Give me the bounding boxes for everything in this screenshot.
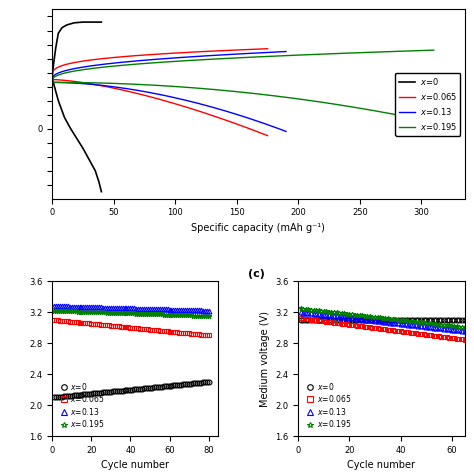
$x$=0.065 xyxy=(51,317,57,323)
$x$=0.065 xyxy=(438,334,444,339)
$x$=0 xyxy=(346,317,352,323)
$x$=0.13 xyxy=(51,303,57,309)
$x$=0.195 xyxy=(157,311,163,317)
$x$=0.195 xyxy=(188,313,194,319)
$x$=0.065 xyxy=(188,331,194,337)
$x$=0.065 xyxy=(298,316,304,321)
Line: $x$=0.065: $x$=0.065 xyxy=(298,316,467,342)
$x$=0.065 xyxy=(206,333,211,338)
$x$=0.195 xyxy=(143,311,149,317)
Line: $x$=0: $x$=0 xyxy=(298,318,467,322)
$x$=0.195 xyxy=(456,324,462,329)
Legend: $x$=0, $x$=0.065, $x$=0.13, $x$=0.195: $x$=0, $x$=0.065, $x$=0.13, $x$=0.195 xyxy=(302,378,354,432)
$x$=0.195 xyxy=(367,313,373,319)
$x$=0.13 xyxy=(438,326,444,331)
$x$=0.065 xyxy=(120,324,126,330)
$x$=0 xyxy=(188,381,194,386)
$x$=0.13 xyxy=(157,306,163,312)
$x$=0.195 xyxy=(438,322,444,328)
$x$=0.195 xyxy=(298,306,304,311)
Line: $x$=0.065: $x$=0.065 xyxy=(52,318,211,338)
Line: $x$=0.13: $x$=0.13 xyxy=(298,310,467,334)
$x$=0 xyxy=(298,317,304,323)
$x$=0.065 xyxy=(462,337,467,343)
$x$=0.065 xyxy=(367,325,373,330)
$x$=0.065 xyxy=(157,328,163,333)
$x$=0 xyxy=(143,385,149,391)
$x$=0 xyxy=(120,388,126,393)
$x$=0 xyxy=(145,385,151,391)
$x$=0 xyxy=(438,317,444,323)
$x$=0.13 xyxy=(346,315,352,320)
Text: (c): (c) xyxy=(248,269,265,279)
$x$=0.065 xyxy=(337,320,342,326)
$x$=0.13 xyxy=(188,307,194,313)
$x$=0.195 xyxy=(51,308,57,313)
Line: $x$=0.195: $x$=0.195 xyxy=(298,306,467,329)
$x$=0.065 xyxy=(346,322,352,328)
$x$=0.065 xyxy=(143,326,149,332)
$x$=0.13 xyxy=(298,310,304,315)
$x$=0 xyxy=(367,317,373,323)
$x$=0.195 xyxy=(206,313,211,319)
Line: $x$=0.13: $x$=0.13 xyxy=(52,304,211,313)
$x$=0.13 xyxy=(462,328,467,334)
$x$=0.195 xyxy=(383,315,388,321)
$x$=0.13 xyxy=(143,306,149,311)
$x$=0.13 xyxy=(151,306,157,312)
$x$=0 xyxy=(456,317,462,323)
$x$=0 xyxy=(337,317,342,323)
$x$=0.195 xyxy=(462,324,467,330)
X-axis label: Cycle number: Cycle number xyxy=(347,460,415,470)
Legend: $x$=0, $x$=0.065, $x$=0.13, $x$=0.195: $x$=0, $x$=0.065, $x$=0.13, $x$=0.195 xyxy=(56,378,108,432)
Y-axis label: Medium voltage (V): Medium voltage (V) xyxy=(260,310,270,407)
$x$=0.13 xyxy=(337,314,342,319)
$x$=0.195 xyxy=(337,310,342,316)
X-axis label: Specific capacity (mAh g⁻¹): Specific capacity (mAh g⁻¹) xyxy=(191,223,325,233)
$x$=0.13 xyxy=(120,305,126,311)
$x$=0.065 xyxy=(151,327,157,333)
$x$=0 xyxy=(206,379,211,385)
$x$=0.13 xyxy=(367,317,373,323)
$x$=0.13 xyxy=(206,308,211,313)
X-axis label: Cycle number: Cycle number xyxy=(101,460,169,470)
$x$=0 xyxy=(151,384,157,390)
$x$=0.195 xyxy=(145,311,151,317)
$x$=0.195 xyxy=(120,310,126,316)
$x$=0 xyxy=(462,317,467,323)
$x$=0 xyxy=(383,317,388,323)
$x$=0.065 xyxy=(456,336,462,342)
Line: $x$=0: $x$=0 xyxy=(52,380,211,400)
$x$=0.13 xyxy=(145,306,151,312)
$x$=0.065 xyxy=(383,327,388,332)
$x$=0 xyxy=(157,384,163,390)
$x$=0.195 xyxy=(346,311,352,317)
Legend: $x$=0, $x$=0.065, $x$=0.13, $x$=0.195: $x$=0, $x$=0.065, $x$=0.13, $x$=0.195 xyxy=(395,73,460,136)
$x$=0 xyxy=(51,394,57,400)
$x$=0.13 xyxy=(383,319,388,325)
$x$=0.195 xyxy=(151,311,157,317)
$x$=0.13 xyxy=(456,328,462,333)
$x$=0.065 xyxy=(145,327,151,332)
Line: $x$=0.195: $x$=0.195 xyxy=(52,308,211,319)
